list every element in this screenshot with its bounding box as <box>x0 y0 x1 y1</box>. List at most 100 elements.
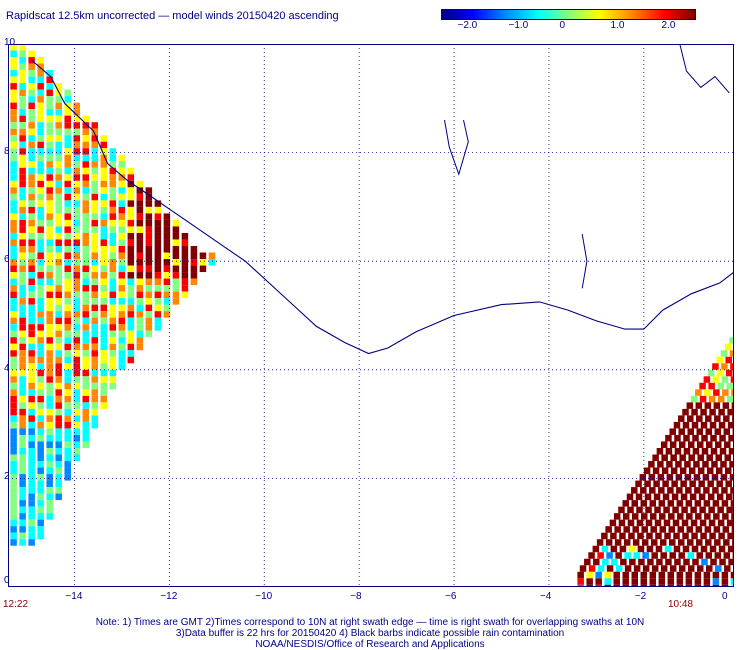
swath-cell <box>190 265 198 273</box>
swath-cell <box>37 513 44 520</box>
swath-cell <box>172 298 180 305</box>
swath-cell <box>28 141 35 149</box>
swath-cell <box>716 369 724 377</box>
swath-cell <box>127 330 135 338</box>
swath-cell <box>73 232 80 240</box>
swath-cell <box>731 389 734 396</box>
swath-cell <box>55 493 62 501</box>
swath-cell <box>10 304 17 312</box>
swath-cell <box>55 434 62 442</box>
swath-cell <box>28 259 35 266</box>
swath-cell <box>91 402 99 409</box>
swath-cell <box>91 298 99 305</box>
swath-cell <box>82 408 89 416</box>
swath-cell <box>10 187 17 194</box>
swath-cell <box>118 219 126 227</box>
swath-cell <box>37 285 44 292</box>
note-line-2: 3)Data buffer is 22 hrs for 20150420 4) … <box>175 628 565 639</box>
swath-cell <box>82 382 89 390</box>
swath-cell <box>10 343 17 351</box>
swath-cell <box>109 245 117 253</box>
swath-cell <box>46 245 53 253</box>
swath-cell <box>658 584 666 587</box>
swath-cell <box>127 272 135 279</box>
swath-cell <box>670 454 677 462</box>
swath-cell <box>10 454 17 462</box>
swath-cell <box>73 141 80 149</box>
swath-cell <box>91 148 99 155</box>
swath-cell <box>145 285 153 292</box>
swath-cell <box>46 141 53 149</box>
swath-cell <box>687 539 694 546</box>
swath-cell <box>172 239 180 246</box>
swath-cell <box>55 135 62 142</box>
swath-cell <box>46 259 53 266</box>
swath-cell <box>707 493 715 501</box>
swath-cell <box>28 434 35 442</box>
swath-cell <box>701 447 709 455</box>
swath-cell <box>720 350 728 357</box>
swath-cell <box>680 480 687 488</box>
swath-cell <box>82 232 89 240</box>
swath-cell <box>136 298 144 305</box>
swath-cell <box>19 402 26 409</box>
color-scale-bar <box>441 9 696 20</box>
swath-cell <box>46 148 53 155</box>
swath-cell <box>19 219 26 227</box>
swath-cell <box>73 102 80 110</box>
swath-cell <box>718 421 726 429</box>
swath-cell <box>642 552 649 559</box>
swath-cell <box>37 526 44 533</box>
swath-cell <box>37 532 44 540</box>
swath-cell <box>19 102 26 110</box>
swath-cell <box>136 324 144 331</box>
swath-cell <box>676 584 684 587</box>
swath-cell <box>145 265 153 273</box>
coastline <box>31 44 734 355</box>
swath-cell <box>19 154 26 162</box>
swath-cell <box>28 467 35 475</box>
swath-cell <box>127 356 135 364</box>
swath-cell <box>659 513 666 520</box>
swath-cell <box>10 141 17 149</box>
swath-cell <box>28 122 35 129</box>
latitude-tick-label: 10 <box>4 37 16 48</box>
swath-cell <box>73 265 80 273</box>
swath-cell <box>19 259 26 266</box>
swath-cell <box>91 408 99 416</box>
swath-cell <box>55 467 62 475</box>
swath-cell <box>19 141 26 149</box>
swath-cell <box>46 219 53 227</box>
swath-cell <box>606 552 613 559</box>
swath-cell <box>623 526 630 533</box>
swath-cell <box>28 500 35 507</box>
swath-cell <box>118 200 126 207</box>
swath-cell <box>19 174 26 181</box>
swath-cell <box>19 415 26 422</box>
swath-cell <box>37 382 44 390</box>
swath-cell <box>37 480 44 488</box>
swath-cell <box>678 415 685 422</box>
swath-cell <box>46 441 53 448</box>
swath-cell <box>82 298 89 305</box>
swath-cell <box>37 96 44 103</box>
swath-cell <box>145 200 153 207</box>
swath-cell <box>695 526 703 533</box>
swath-cell <box>10 506 17 514</box>
swath-cell <box>28 539 35 546</box>
swath-cell <box>28 461 35 468</box>
swath-cell <box>145 239 153 246</box>
swath-cell <box>10 382 17 390</box>
swath-cell <box>588 565 596 572</box>
swath-cell <box>91 343 99 351</box>
swath-cell <box>28 174 35 181</box>
swath-cell <box>55 428 62 435</box>
swath-cell <box>725 369 733 377</box>
swath-cell <box>73 395 80 403</box>
swath-cell <box>154 226 162 233</box>
swath-cell <box>82 395 89 403</box>
swath-cell <box>593 558 600 566</box>
swath-cell <box>28 109 35 116</box>
swath-cell <box>721 363 728 370</box>
swath-cell <box>100 148 108 155</box>
